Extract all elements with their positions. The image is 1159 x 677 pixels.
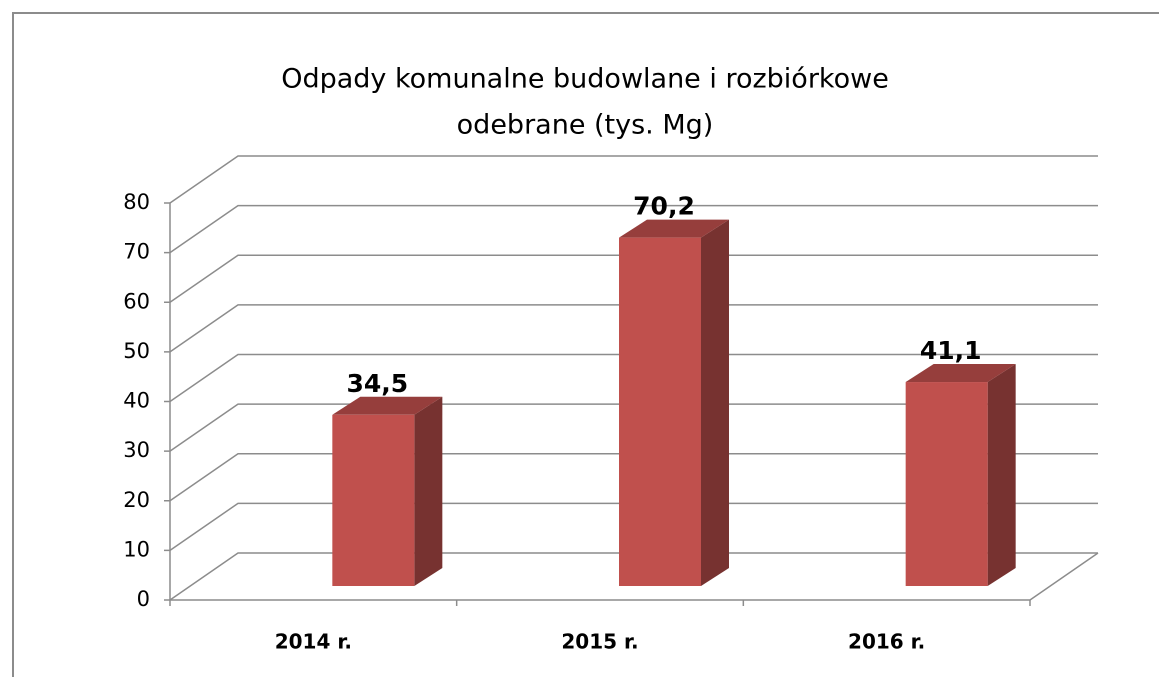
y-tick-label: 60 — [123, 289, 150, 313]
y-tick-label: 30 — [123, 438, 150, 462]
bar-side — [414, 396, 443, 586]
x-tick-label: 2016 r. — [848, 630, 925, 654]
bar — [619, 237, 701, 586]
y-tick-label: 40 — [123, 389, 150, 413]
x-tick-label: 2014 r. — [275, 630, 352, 654]
bar-side — [987, 364, 1016, 586]
bar-top — [332, 396, 443, 415]
x-tick-label: 2015 r. — [561, 630, 638, 654]
bar — [905, 382, 988, 586]
bar — [332, 414, 415, 586]
bar-top — [619, 219, 729, 238]
grid-line — [169, 155, 1098, 204]
y-tick-label: 80 — [123, 190, 150, 214]
grid-line — [169, 353, 1098, 403]
chart-title: odebrane (tys. Mg) — [457, 110, 714, 141]
grid-line — [169, 304, 1098, 353]
grid-line — [169, 502, 1098, 551]
grid-line — [169, 254, 1098, 303]
y-tick-label: 70 — [123, 240, 150, 264]
grid-line — [169, 552, 1098, 601]
y-tick-label: 20 — [123, 488, 150, 512]
y-tick-label: 50 — [123, 339, 150, 363]
value-label: 41,1 — [920, 336, 982, 365]
grid-line — [169, 204, 1098, 254]
bar-side — [701, 219, 729, 586]
grid-line — [169, 403, 1098, 452]
y-tick-label: 10 — [123, 537, 150, 561]
bar-top — [905, 364, 1016, 383]
chart-title: Odpady komunalne budowlane i rozbiórkowe — [281, 64, 889, 95]
value-label: 70,2 — [633, 192, 695, 221]
chart-frame — [12, 12, 1159, 677]
value-label: 34,5 — [346, 369, 408, 398]
grid-line — [169, 453, 1098, 502]
y-tick-label: 0 — [137, 587, 150, 611]
